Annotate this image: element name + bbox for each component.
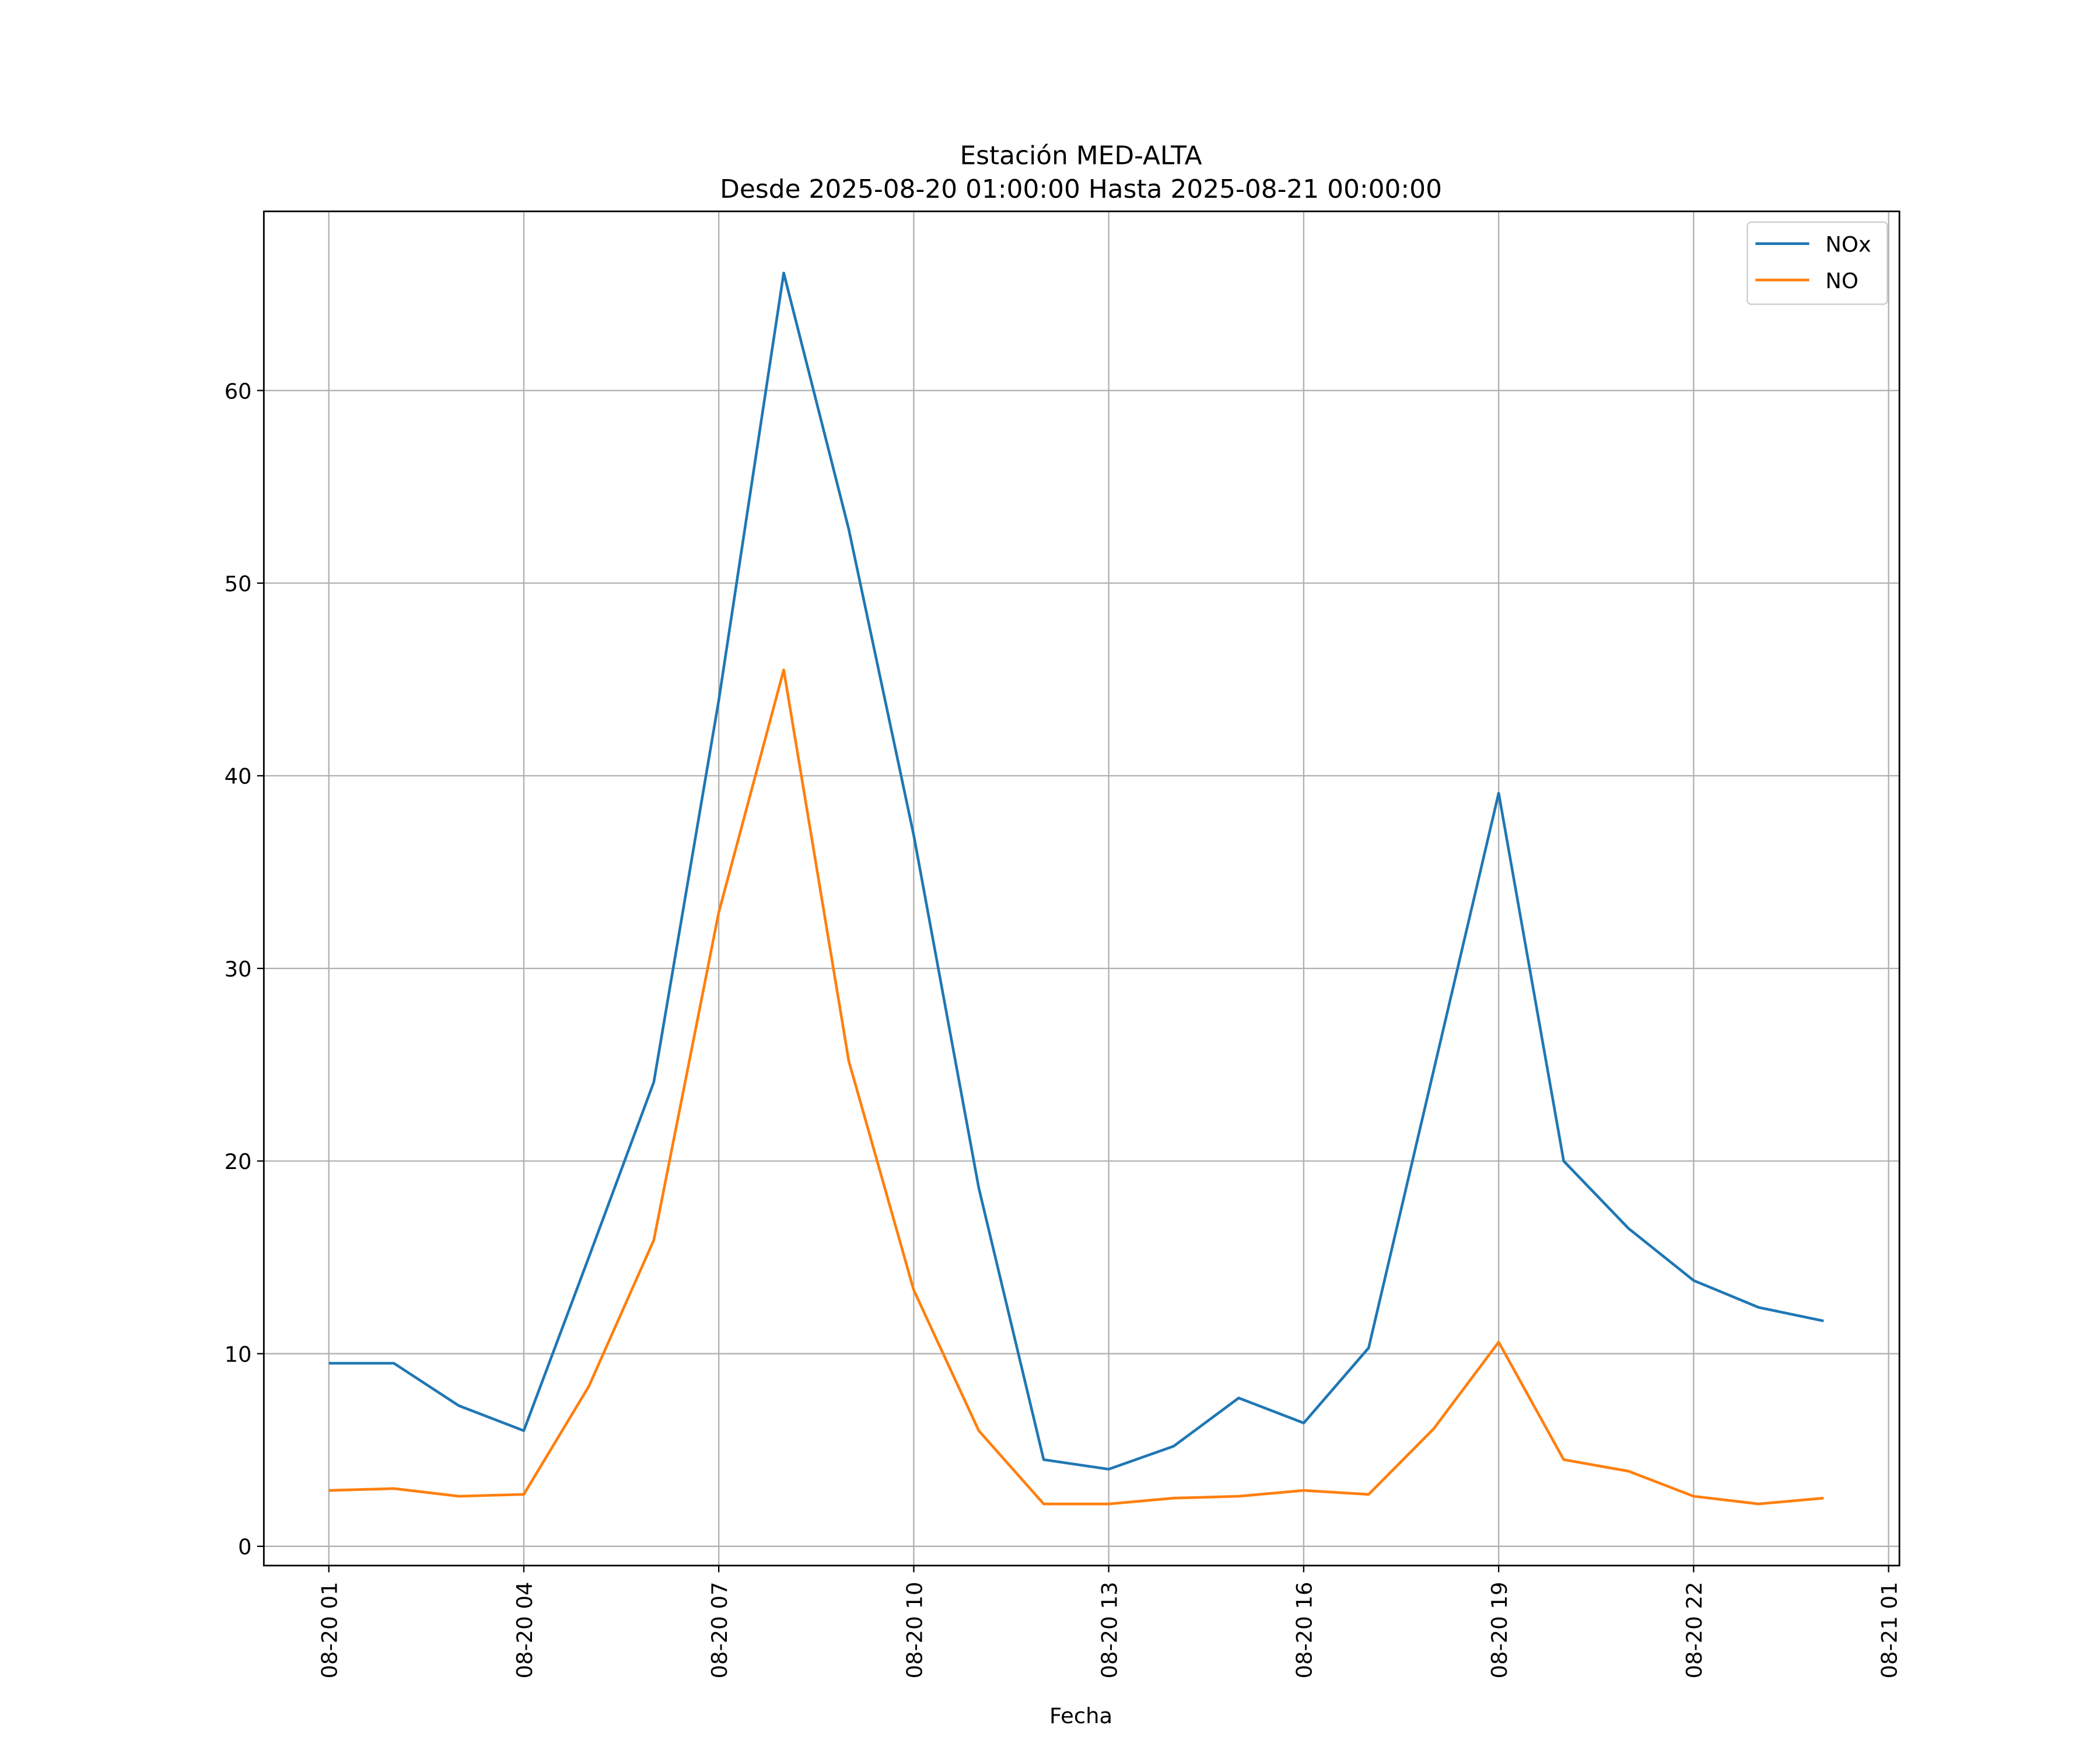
x-tick-label: 08-20 19 [1487, 1582, 1512, 1679]
x-tick-label: 08-21 01 [1877, 1582, 1902, 1679]
x-tick-label: 08-20 04 [512, 1582, 537, 1679]
y-tick-label: 50 [225, 572, 252, 597]
y-tick-label: 30 [225, 957, 252, 982]
series-line-nox [328, 271, 1824, 1471]
x-tick-label: 08-20 13 [1097, 1582, 1122, 1679]
plot-frame [262, 210, 1901, 1567]
legend-label-no: NO [1825, 268, 1859, 293]
chart-subtitle: Desde 2025-08-20 01:00:00 Hasta 2025-08-… [720, 174, 1442, 204]
x-axis-label: Fecha [1049, 1703, 1112, 1728]
y-tick-label: 0 [238, 1535, 251, 1560]
y-tick-label: 20 [225, 1149, 252, 1174]
x-tick-label: 08-20 22 [1682, 1582, 1707, 1679]
y-tick-label: 10 [225, 1342, 252, 1367]
x-tick-label: 08-20 01 [317, 1582, 342, 1679]
y-tick-label: 40 [225, 764, 252, 789]
y-tick-label: 60 [225, 379, 252, 404]
x-tick-label: 08-20 16 [1292, 1582, 1317, 1679]
chart-title: Estación MED-ALTA [960, 141, 1202, 171]
axis-ticks: 0 10 20 30 40 50 60 08-20 01 08-20 04 08-20 07 08-… [225, 379, 1902, 1678]
series-line-no [328, 668, 1824, 1506]
series-lines [328, 271, 1824, 1506]
legend-label-nox: NOx [1825, 232, 1871, 257]
legend: NOx NO [1746, 221, 1888, 305]
x-tick-label: 08-20 07 [707, 1582, 732, 1679]
x-tick-label: 08-20 10 [902, 1582, 927, 1679]
grid [264, 211, 1900, 1566]
